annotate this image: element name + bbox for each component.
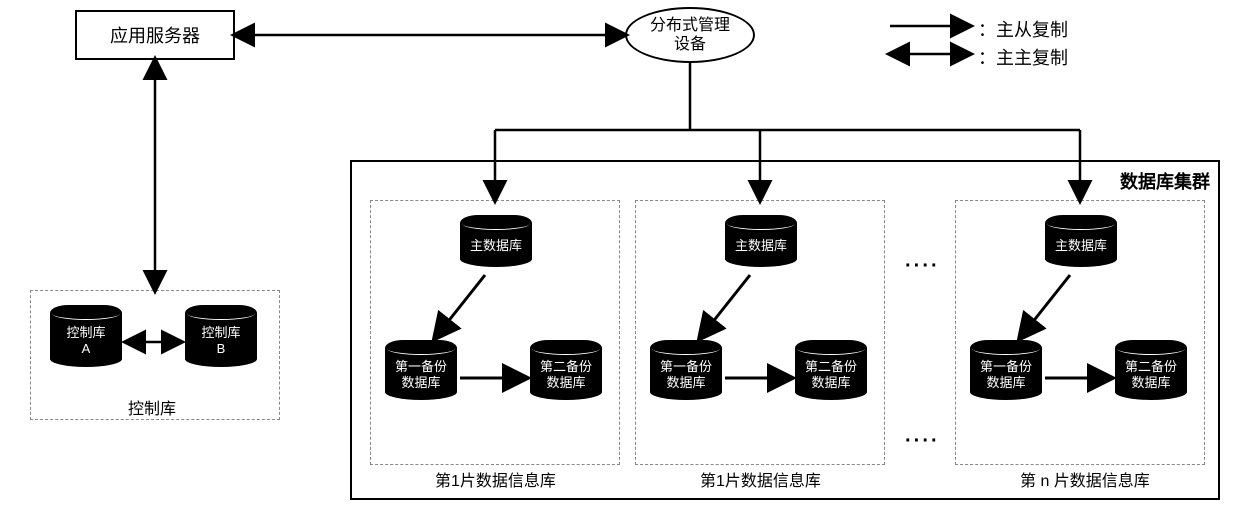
legend-single-label: ：主从复制 [978, 16, 1068, 42]
dist-mgmt-ellipse: 分布式管理 设备 [625, 7, 755, 63]
shard-2-backup2-label: 第二备份 数据库 [805, 359, 857, 390]
shard-n-backup1-db: 第一备份 数据库 [970, 340, 1042, 400]
ellipsis-bottom: ···· [905, 430, 940, 453]
dist-mgmt-label-1: 分布式管理 [650, 17, 730, 34]
shard-2-backup1-db: 第一备份 数据库 [650, 340, 722, 400]
legend-double-label: ：主主复制 [978, 44, 1068, 70]
shard-2-master-label: 主数据库 [735, 238, 787, 254]
shard-2-backup2-db: 第二备份 数据库 [795, 340, 867, 400]
shard-1-caption: 第1片数据信息库 [435, 467, 556, 491]
app-server-label: 应用服务器 [110, 22, 200, 48]
shard-1-master-label: 主数据库 [470, 238, 522, 254]
app-server-box: 应用服务器 [75, 10, 235, 60]
shard-2-backup1-label: 第一备份 数据库 [660, 359, 712, 390]
shard-2-caption: 第1片数据信息库 [700, 467, 821, 491]
dist-mgmt-label: 分布式管理 设备 [650, 16, 730, 54]
control-db-b-label: 控制库 B [201, 325, 240, 356]
shard-1-backup1-label: 第一备份 数据库 [395, 359, 447, 390]
control-lib-caption: 控制库 [128, 395, 176, 419]
shard-n-master-label: 主数据库 [1055, 238, 1107, 254]
shard-1-backup2-label: 第二备份 数据库 [540, 359, 592, 390]
shard-2-master-db: 主数据库 [725, 215, 797, 267]
shard-n-master-db: 主数据库 [1045, 215, 1117, 267]
control-db-b: 控制库 B [185, 305, 257, 367]
control-db-a-label: 控制库 A [66, 325, 105, 356]
shard-n-backup2-label: 第二备份 数据库 [1125, 359, 1177, 390]
cluster-title: 数据库集群 [1120, 168, 1210, 194]
shard-1-backup2-db: 第二备份 数据库 [530, 340, 602, 400]
shard-1-backup1-db: 第一备份 数据库 [385, 340, 457, 400]
dist-mgmt-label-2: 设备 [674, 36, 706, 53]
shard-n-backup2-db: 第二备份 数据库 [1115, 340, 1187, 400]
ellipsis-top: ···· [905, 255, 940, 278]
control-db-a: 控制库 A [50, 305, 122, 367]
shard-n-backup1-label: 第一备份 数据库 [980, 359, 1032, 390]
shard-n-caption: 第 n 片数据信息库 [1020, 467, 1150, 491]
shard-1-master-db: 主数据库 [460, 215, 532, 267]
